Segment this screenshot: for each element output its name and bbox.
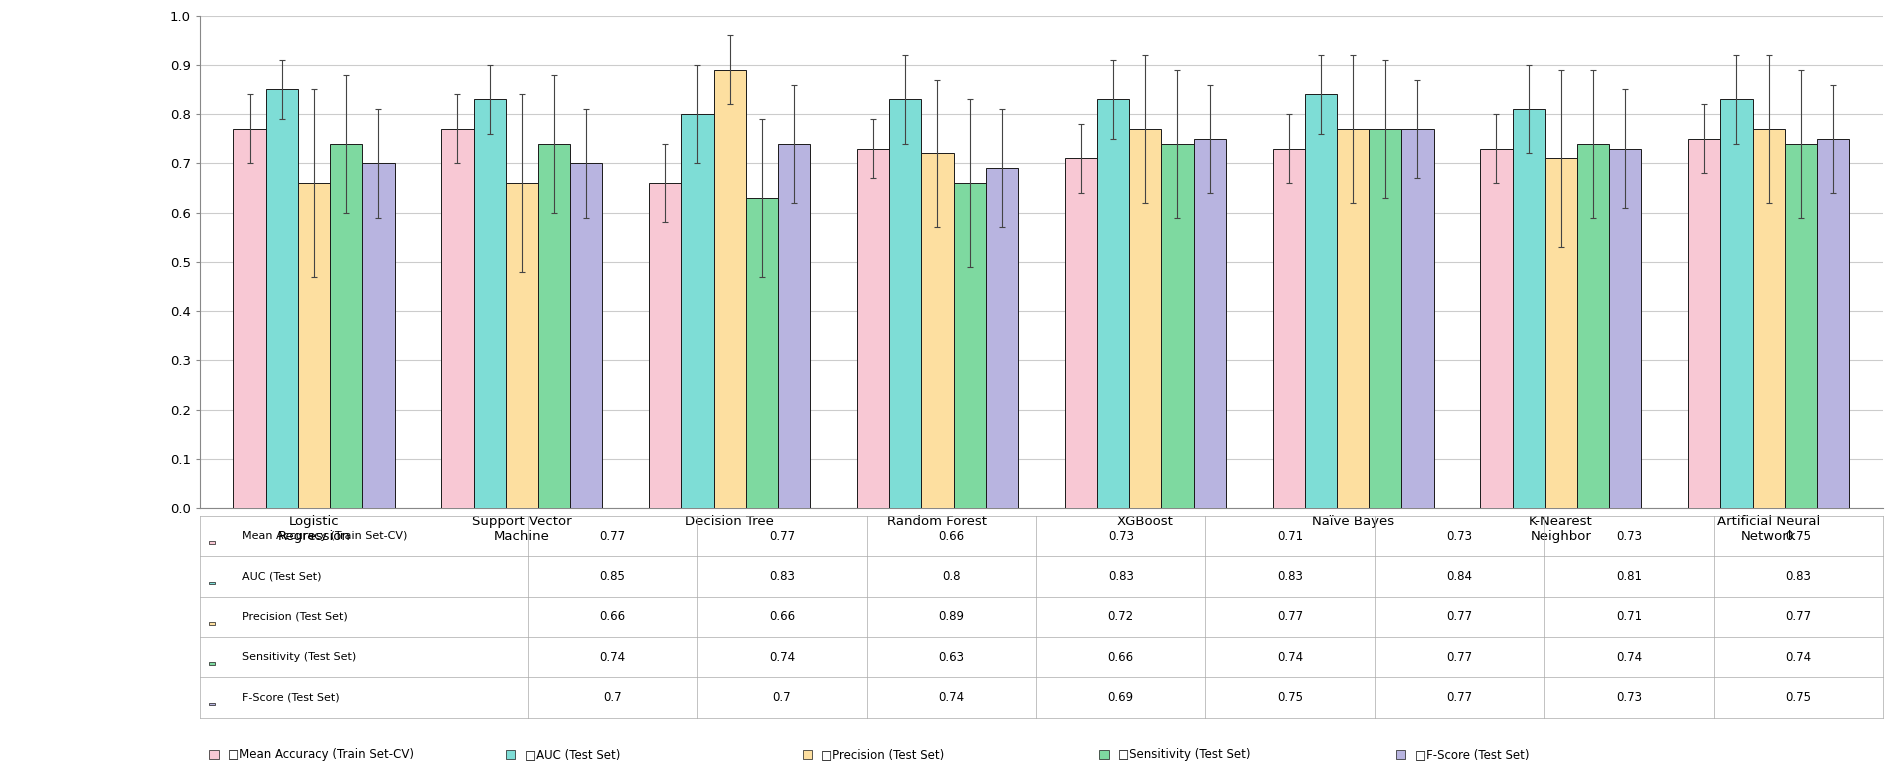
Text: 0.83: 0.83: [1786, 570, 1811, 583]
Bar: [1130, 129, 1162, 508]
Bar: [1369, 129, 1402, 508]
Text: Precision (Test Set): Precision (Test Set): [242, 612, 348, 622]
Text: 0.77: 0.77: [1786, 611, 1811, 623]
Bar: [1272, 148, 1305, 508]
Text: 0.85: 0.85: [599, 570, 626, 583]
Text: 0.89: 0.89: [938, 611, 964, 623]
Text: 0.75: 0.75: [1276, 691, 1303, 704]
Text: 0.83: 0.83: [1278, 570, 1303, 583]
Text: 0.83: 0.83: [768, 570, 795, 583]
Text: 0.71: 0.71: [1276, 530, 1303, 542]
Text: 0.8: 0.8: [941, 570, 961, 583]
Text: 0.7: 0.7: [603, 691, 622, 704]
Bar: [474, 99, 506, 508]
Text: 0.73: 0.73: [1617, 530, 1641, 542]
Bar: [441, 129, 474, 508]
Text: 0.74: 0.74: [1786, 651, 1811, 663]
Text: 0.66: 0.66: [599, 611, 626, 623]
Text: □Mean Accuracy (Train Set-CV): □Mean Accuracy (Train Set-CV): [228, 748, 415, 760]
Bar: [778, 144, 810, 508]
Text: 0.7: 0.7: [772, 691, 791, 704]
Text: 0.74: 0.74: [1617, 651, 1641, 663]
Bar: [649, 183, 681, 508]
Text: 0.63: 0.63: [938, 651, 964, 663]
Text: AUC (Test Set): AUC (Test Set): [242, 572, 321, 581]
Text: F-Score (Test Set): F-Score (Test Set): [242, 693, 339, 702]
Bar: [1816, 139, 1849, 508]
Bar: [234, 129, 266, 508]
Text: 0.66: 0.66: [1107, 651, 1134, 663]
Text: 0.72: 0.72: [1107, 611, 1134, 623]
Text: 0.73: 0.73: [1447, 530, 1472, 542]
Bar: [921, 154, 953, 508]
Bar: [538, 144, 571, 508]
Bar: [299, 183, 331, 508]
Text: 0.83: 0.83: [1107, 570, 1134, 583]
Text: □AUC (Test Set): □AUC (Test Set): [525, 748, 620, 760]
Bar: [331, 144, 361, 508]
Text: 0.74: 0.74: [599, 651, 626, 663]
Bar: [953, 183, 985, 508]
Bar: [1609, 148, 1641, 508]
Text: 0.73: 0.73: [1617, 691, 1641, 704]
Bar: [1480, 148, 1512, 508]
Text: 0.77: 0.77: [768, 530, 795, 542]
Bar: [1337, 129, 1369, 508]
Text: 0.77: 0.77: [1446, 651, 1472, 663]
Text: 0.81: 0.81: [1617, 570, 1641, 583]
Text: 0.77: 0.77: [1446, 611, 1472, 623]
Bar: [746, 198, 778, 508]
Bar: [266, 89, 299, 508]
Text: Sensitivity (Test Set): Sensitivity (Test Set): [242, 653, 356, 662]
Bar: [1784, 144, 1816, 508]
Bar: [506, 183, 538, 508]
Text: 0.74: 0.74: [1276, 651, 1303, 663]
Text: 0.69: 0.69: [1107, 691, 1134, 704]
Text: 0.66: 0.66: [938, 530, 964, 542]
Bar: [1162, 144, 1194, 508]
Bar: [1752, 129, 1784, 508]
Bar: [1721, 99, 1752, 508]
Text: 0.74: 0.74: [938, 691, 964, 704]
Text: □F-Score (Test Set): □F-Score (Test Set): [1415, 748, 1529, 760]
Text: 0.77: 0.77: [1276, 611, 1303, 623]
Text: 0.84: 0.84: [1447, 570, 1472, 583]
Text: 0.73: 0.73: [1107, 530, 1134, 542]
Bar: [1512, 109, 1544, 508]
Text: □Precision (Test Set): □Precision (Test Set): [822, 748, 945, 760]
Text: 0.75: 0.75: [1786, 530, 1811, 542]
Bar: [1065, 158, 1097, 508]
Bar: [985, 168, 1018, 508]
Text: 0.77: 0.77: [599, 530, 626, 542]
Bar: [1402, 129, 1434, 508]
Text: Mean Accuracy (Train Set-CV): Mean Accuracy (Train Set-CV): [242, 532, 407, 541]
Bar: [571, 163, 603, 508]
Text: 0.77: 0.77: [1446, 691, 1472, 704]
Bar: [1544, 158, 1577, 508]
Bar: [1689, 139, 1721, 508]
Bar: [713, 70, 746, 508]
Bar: [681, 114, 713, 508]
Text: 0.75: 0.75: [1786, 691, 1811, 704]
Text: 0.74: 0.74: [768, 651, 795, 663]
Bar: [1305, 95, 1337, 508]
Bar: [858, 148, 888, 508]
Bar: [1097, 99, 1130, 508]
Bar: [361, 163, 394, 508]
Bar: [1577, 144, 1609, 508]
Bar: [888, 99, 921, 508]
Bar: [1194, 139, 1225, 508]
Text: □Sensitivity (Test Set): □Sensitivity (Test Set): [1118, 748, 1252, 760]
Text: 0.66: 0.66: [768, 611, 795, 623]
Text: 0.71: 0.71: [1617, 611, 1641, 623]
